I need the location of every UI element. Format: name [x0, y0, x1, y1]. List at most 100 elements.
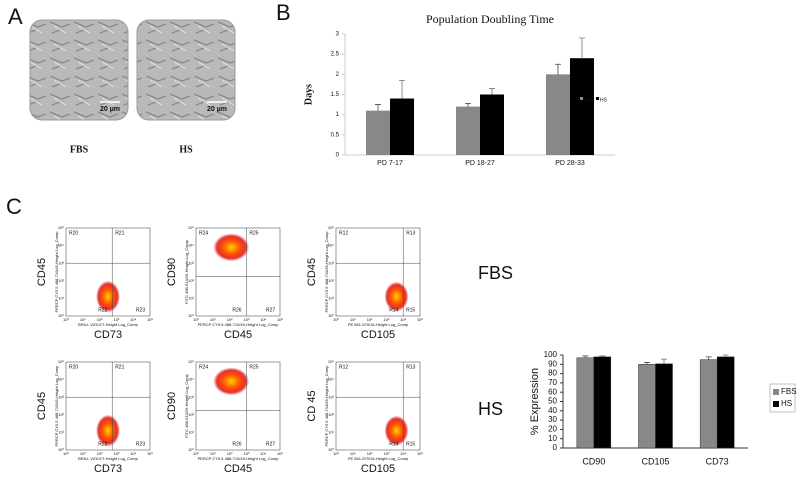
flow-tick-label: 10³	[328, 394, 334, 399]
x-tick-label: CD90	[582, 456, 605, 466]
flow-tick-label: 10⁵	[277, 451, 283, 456]
marker-label: CD73	[94, 463, 122, 475]
error-bar	[489, 88, 495, 95]
y-tick-label: 100	[544, 350, 558, 359]
flow-tick-label: 10³	[384, 451, 390, 456]
region-label: R13	[406, 230, 415, 236]
bar	[480, 94, 504, 155]
flow-tick-label: 10³	[244, 317, 250, 322]
flow-tick-label: 10²	[367, 317, 373, 322]
flow-tick-label: 10⁵	[277, 317, 283, 322]
region-label: R15	[406, 307, 415, 313]
flow-axis-title: PERCP CY5.5 488-710/45-Height Log_Comp	[54, 365, 59, 447]
flow-axis-title: PERCP CY5.5 488-710/45-Height Log_Comp	[324, 365, 329, 447]
marker-label: CD90	[166, 258, 178, 286]
flow-tick-label: 10²	[227, 317, 233, 322]
flow-tick-label: 10³	[114, 451, 120, 456]
y-tick-label: 10	[548, 434, 557, 443]
flow-tick-label: 10²	[328, 278, 334, 283]
region-label: R12	[339, 230, 348, 236]
flow-axis-title: PERCP CY5.5 488-710/45-Height Log_Comp	[324, 231, 329, 313]
panel-label: B	[276, 0, 291, 25]
flow-tick-label: 10⁰	[188, 313, 194, 318]
error-bar	[579, 37, 585, 59]
flow-tick-label: 10⁰	[193, 317, 199, 322]
bar	[570, 58, 594, 156]
flow-tick-label: 10⁰	[58, 447, 64, 452]
cell-cloud	[213, 233, 250, 262]
error-bar	[705, 356, 712, 360]
flow-tick-label: 10³	[328, 260, 334, 265]
flow-tick-label: 10³	[244, 451, 250, 456]
flow-tick-label: 10⁰	[333, 451, 339, 456]
bar	[593, 356, 612, 449]
marker-label: CD105	[361, 463, 395, 475]
region-label: R21	[115, 230, 124, 236]
flow-tick-label: 10²	[58, 412, 64, 417]
flow-tick-label: 10²	[58, 278, 64, 283]
flow-tick-label: 10²	[188, 278, 194, 283]
flow-tick-label: 10¹	[80, 451, 86, 456]
cell-cloud	[96, 280, 120, 313]
flow-tick-label: 10⁰	[328, 447, 334, 452]
flow-tick-label: 10⁰	[193, 451, 199, 456]
flow-tick-label: 10⁵	[328, 359, 334, 364]
flow-tick-label: 10⁰	[58, 313, 64, 318]
region-label: R12	[339, 364, 348, 370]
legend-frame	[769, 383, 796, 413]
chart-title: Population Doubling Time	[426, 12, 554, 26]
flow-tick-label: 10⁴	[130, 317, 136, 322]
flow-tick-label: 10⁴	[400, 317, 406, 322]
region-label: R21	[115, 364, 124, 370]
y-tick-label: 50	[548, 397, 557, 406]
region-label: R27	[266, 441, 275, 447]
panel-label: C	[6, 194, 22, 219]
region-label: R25	[249, 364, 258, 370]
cell-cloud	[213, 367, 250, 396]
cell-cloud	[384, 415, 409, 446]
flow-tick-label: 10⁵	[417, 451, 423, 456]
y-axis-label: Days	[303, 84, 314, 105]
region-label: R15	[406, 441, 415, 447]
y-tick-label: 1.5	[331, 92, 340, 98]
bar	[576, 357, 595, 449]
flow-axis-title: BRILL VIOLET-Height Log_Comp	[78, 322, 138, 327]
flow-tick-label: 10⁴	[260, 451, 266, 456]
y-tick-label: 0.5	[331, 132, 340, 138]
cell-cloud	[384, 281, 409, 312]
flow-tick-label: 10¹	[188, 429, 194, 434]
x-tick-label: PD 18-27	[465, 160, 495, 167]
legend-label: FBS	[584, 97, 594, 103]
flow-tick-label: 10⁵	[147, 317, 153, 322]
region-label: R27	[266, 307, 275, 313]
legend-label: HS	[600, 97, 608, 103]
error-bar	[555, 63, 561, 75]
flow-tick-label: 10³	[58, 394, 64, 399]
bar	[655, 363, 673, 449]
error-bar	[722, 354, 729, 357]
x-tick-label: PD 28-33	[555, 160, 585, 167]
error-bar	[375, 104, 381, 111]
flow-tick-label: 10³	[58, 260, 64, 265]
y-tick-label: 20	[548, 425, 557, 434]
x-tick-label: CD105	[641, 456, 669, 466]
marker-label: CD 45	[306, 390, 318, 421]
region-label: R26	[232, 307, 241, 313]
flow-tick-label: 10²	[227, 451, 233, 456]
flow-tick-label: 10⁵	[188, 225, 194, 230]
flow-tick-label: 10¹	[350, 451, 356, 456]
legend-swatch	[596, 97, 599, 100]
region-label: R25	[249, 230, 258, 236]
bar	[638, 364, 656, 449]
flow-tick-label: 10²	[367, 451, 373, 456]
y-tick-label: 3	[336, 32, 340, 38]
error-bar	[661, 358, 667, 364]
flow-tick-label: 10²	[97, 451, 103, 456]
flow-axis-title: PE 561-579/16-Height Log_Comp	[348, 456, 409, 461]
flow-tick-label: 10⁴	[188, 243, 194, 248]
micrograph-caption: HS	[179, 144, 193, 155]
region-label: R24	[199, 230, 208, 236]
flow-tick-label: 10⁵	[58, 225, 64, 230]
region-label: R24	[199, 364, 208, 370]
